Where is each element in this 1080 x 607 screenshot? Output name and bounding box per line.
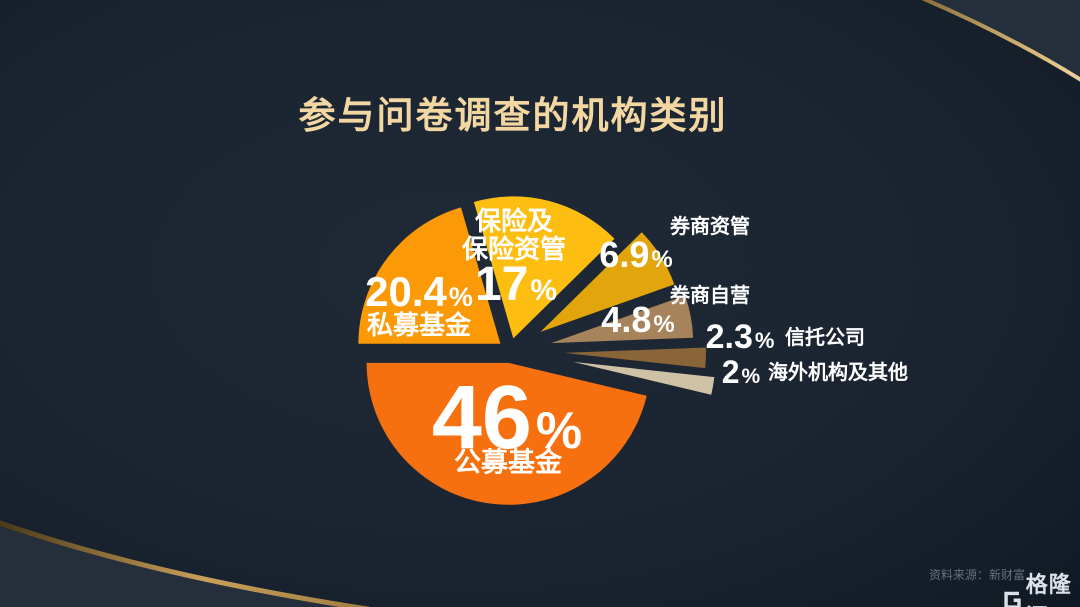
slice-value-trust-companies: 2.3 % bbox=[706, 320, 775, 354]
slice-label-insurance-line2: 保险资管 bbox=[461, 234, 567, 264]
value-text: 6.9 bbox=[599, 234, 650, 275]
gold-arc-top-right bbox=[921, 0, 1080, 82]
pie-slice-insurance-and-insurance-am bbox=[473, 196, 615, 339]
slice-label-broker-asset-management: 券商资管 bbox=[670, 216, 750, 238]
percent-sign: % bbox=[741, 365, 761, 388]
gold-arc-bottom-left bbox=[0, 520, 372, 607]
slice-label-public-funds: 公募基金 bbox=[454, 447, 562, 478]
slice-label-private-funds: 私募基金 bbox=[366, 310, 472, 340]
slice-value-overseas-and-other: 2 % bbox=[722, 356, 760, 388]
pie-slice-trust-companies bbox=[564, 347, 706, 369]
value-text: 4.8 bbox=[601, 299, 652, 340]
slice-value-broker-proprietary: 4.8 % bbox=[601, 302, 674, 338]
slice-value-private-funds: 20.4 % bbox=[365, 271, 473, 313]
slice-label-trust-companies: 信托公司 bbox=[785, 327, 865, 349]
gelonghui-logo-text: 格隆汇 bbox=[1025, 572, 1072, 607]
page-title: 参与问卷调查的机构类别 bbox=[298, 95, 728, 136]
percent-sign: % bbox=[651, 246, 673, 273]
pie-slice-broker-asset-management bbox=[540, 232, 675, 332]
slice-value-public-funds: 46 % bbox=[432, 373, 582, 463]
slice-value-broker-asset-management: 6.9 % bbox=[599, 237, 672, 273]
value-text: 2 bbox=[721, 354, 740, 390]
slice-label-insurance-line1: 保险及 bbox=[474, 206, 554, 236]
slice-value-insurance: 17 % bbox=[475, 261, 557, 309]
value-text: 20.4 bbox=[365, 268, 447, 315]
pie-slice-broker-proprietary bbox=[551, 295, 694, 344]
data-source-note: 资料来源：新财富 bbox=[929, 568, 1026, 582]
value-text: 17 bbox=[474, 258, 529, 311]
percent-sign: % bbox=[530, 274, 558, 307]
percent-sign: % bbox=[653, 311, 675, 338]
gelonghui-g-icon bbox=[1004, 591, 1021, 607]
slice-label-broker-proprietary: 券商自营 bbox=[670, 285, 750, 307]
pie-slice-public-funds bbox=[366, 362, 647, 505]
gelonghui-logo: 格隆汇 bbox=[1000, 567, 1080, 607]
percent-sign: % bbox=[754, 328, 775, 353]
slice-label-overseas-and-other: 海外机构及其他 bbox=[768, 362, 908, 384]
percent-sign: % bbox=[448, 282, 473, 312]
pie-slice-overseas-and-other bbox=[573, 361, 715, 395]
percent-sign: % bbox=[535, 402, 583, 460]
pie-slice-private-funds bbox=[358, 207, 501, 344]
value-text: 2.3 bbox=[705, 318, 753, 356]
value-text: 46 bbox=[431, 368, 532, 468]
